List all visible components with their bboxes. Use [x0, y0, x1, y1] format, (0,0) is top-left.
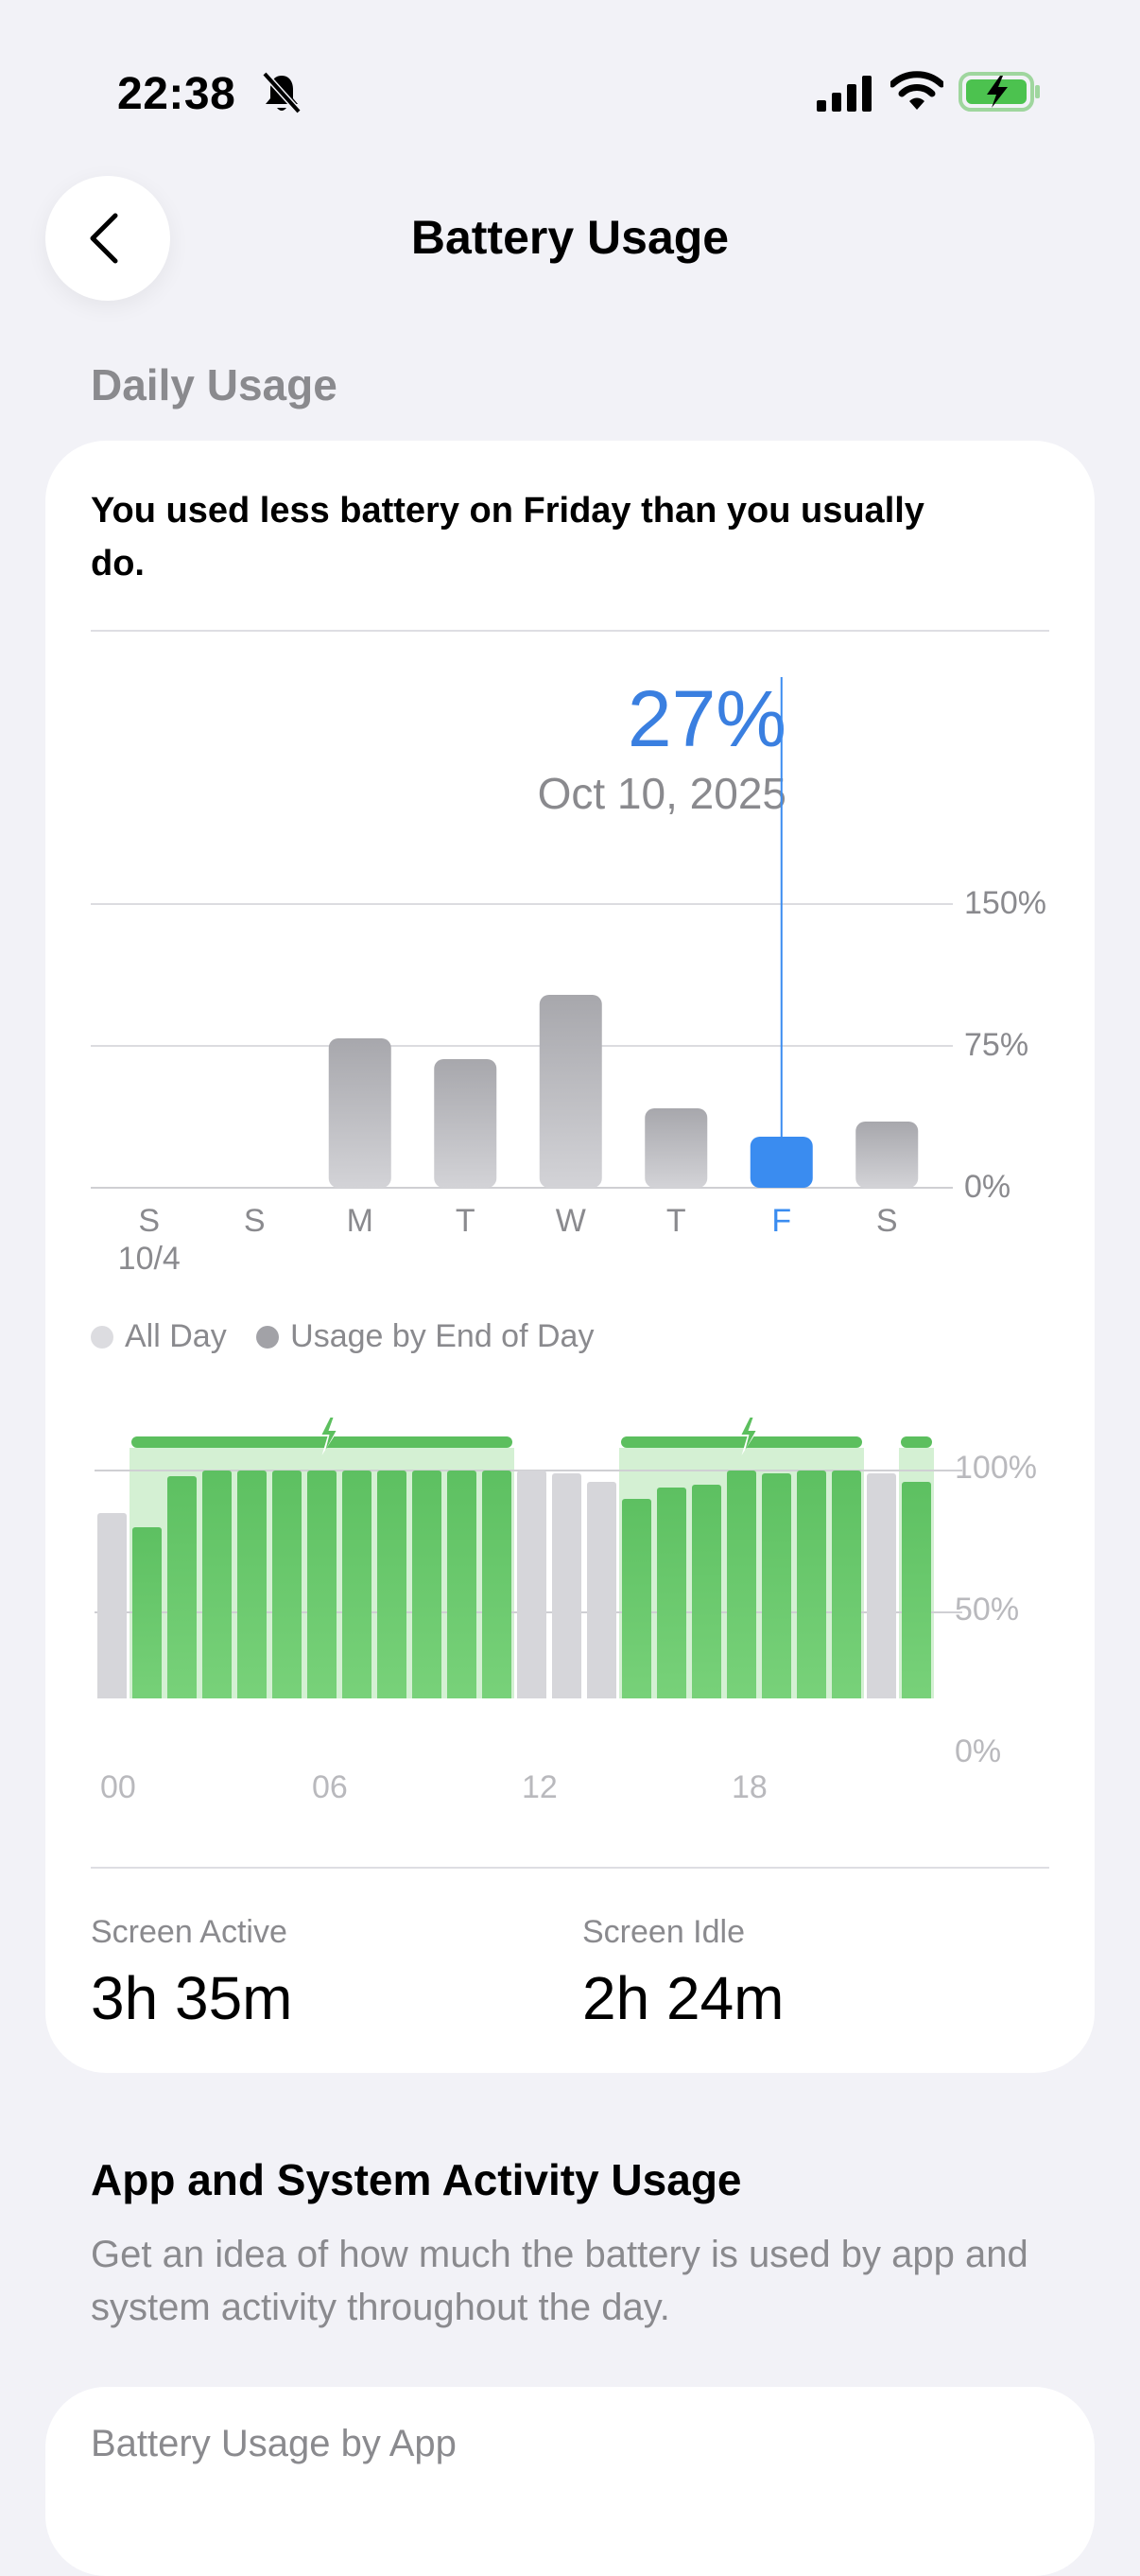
- hour-bar: [727, 1471, 756, 1698]
- hour-tick: 12: [522, 1769, 558, 1805]
- charging-line: [901, 1436, 932, 1448]
- hour-bar: [237, 1471, 267, 1698]
- hour-bar: [482, 1471, 511, 1698]
- hour-bar: [447, 1471, 476, 1698]
- hour-bar: [342, 1471, 371, 1698]
- back-button[interactable]: [45, 176, 170, 301]
- page-title: Battery Usage: [410, 211, 730, 264]
- hour-bar: [167, 1476, 197, 1698]
- screen-idle-value: 2h 24m: [582, 1964, 785, 2032]
- hour-bar: [377, 1471, 406, 1698]
- charging-bolt-icon: [737, 1414, 759, 1455]
- app-usage-card[interactable]: Battery Usage by App: [45, 2387, 1095, 2576]
- charging-bolt-icon: [318, 1414, 339, 1455]
- charging-line: [621, 1436, 862, 1448]
- hour-tick: 06: [312, 1769, 348, 1805]
- selected-percent: 27%: [627, 674, 786, 763]
- day-label[interactable]: W: [555, 1203, 586, 1239]
- level-y-tick: 0%: [955, 1733, 1002, 1769]
- day-label[interactable]: S: [875, 1203, 898, 1239]
- hour-bar: [587, 1482, 616, 1698]
- hour-bar: [517, 1471, 546, 1698]
- day-label[interactable]: F: [771, 1203, 792, 1239]
- legend-item-end-of-day: Usage by End of Day: [256, 1318, 594, 1355]
- hour-bar: [692, 1485, 721, 1698]
- screen-idle-label: Screen Idle: [582, 1914, 745, 1950]
- activity-section-description: Get an idea of how much the battery is u…: [91, 2234, 1028, 2328]
- hour-bar: [307, 1471, 337, 1698]
- hour-bar: [132, 1527, 162, 1698]
- hour-tick: 00: [100, 1769, 136, 1805]
- daily-usage-label: Daily Usage: [91, 360, 337, 409]
- daily-usage-chart[interactable]: [45, 441, 1095, 1292]
- hour-bar: [797, 1471, 826, 1698]
- battery-charging-icon: [959, 72, 1040, 112]
- divider: [91, 1867, 1049, 1869]
- day-label[interactable]: S: [243, 1203, 266, 1239]
- bell-slash-icon: [262, 71, 302, 114]
- hour-bar: [657, 1488, 686, 1698]
- bar: [539, 995, 602, 1188]
- hour-bar: [832, 1471, 861, 1698]
- screen-active-value: 3h 35m: [91, 1964, 293, 2032]
- hour-bar: [412, 1471, 441, 1698]
- hour-bar: [762, 1473, 791, 1698]
- chart-legend: All Day Usage by End of Day: [91, 1318, 614, 1355]
- bar: [645, 1108, 708, 1188]
- wifi-icon: [890, 71, 943, 110]
- day-label[interactable]: M: [346, 1203, 373, 1239]
- legend-item-all-day: All Day: [91, 1318, 227, 1355]
- charging-line: [131, 1436, 512, 1448]
- app-usage-title: Battery Usage by App: [91, 2423, 457, 2464]
- hour-bar: [272, 1471, 302, 1698]
- hour-bar: [552, 1473, 581, 1698]
- bar: [434, 1059, 497, 1188]
- y-tick-label: 75%: [964, 1027, 1029, 1063]
- selected-bar: [750, 1137, 813, 1188]
- activity-section-title: App and System Activity Usage: [91, 2155, 742, 2204]
- y-tick-label: 0%: [964, 1169, 1011, 1205]
- selected-date: Oct 10, 2025: [537, 769, 786, 818]
- bar: [328, 1038, 391, 1188]
- y-tick-label: 150%: [964, 885, 1046, 921]
- day-label[interactable]: S: [138, 1203, 161, 1239]
- daily-usage-card: You used less battery on Friday than you…: [45, 441, 1095, 2073]
- day-label[interactable]: T: [455, 1203, 475, 1239]
- hour-bar: [622, 1499, 651, 1698]
- legend-dot: [91, 1326, 113, 1349]
- hour-bar: [902, 1482, 931, 1698]
- status-bar: 22:38: [0, 0, 1140, 189]
- hour-bar: [867, 1473, 896, 1698]
- level-y-tick: 100%: [955, 1450, 1037, 1486]
- legend-dot: [256, 1326, 280, 1349]
- week-start-label: 10/4: [117, 1241, 181, 1277]
- screen-active-label: Screen Active: [91, 1914, 287, 1950]
- divider: [91, 630, 1049, 632]
- cellular-signal-icon: [817, 76, 872, 112]
- battery-level-chart[interactable]: [45, 1386, 1095, 1698]
- status-time: 22:38: [117, 69, 236, 119]
- bar: [855, 1122, 919, 1188]
- hour-bar: [97, 1513, 127, 1698]
- hour-bar: [202, 1471, 232, 1698]
- hour-tick: 18: [732, 1769, 768, 1805]
- level-y-tick: 50%: [955, 1592, 1020, 1627]
- usage-headline: You used less battery on Friday than you…: [91, 491, 924, 583]
- day-label[interactable]: T: [665, 1203, 686, 1239]
- chevron-left-icon: [90, 213, 118, 264]
